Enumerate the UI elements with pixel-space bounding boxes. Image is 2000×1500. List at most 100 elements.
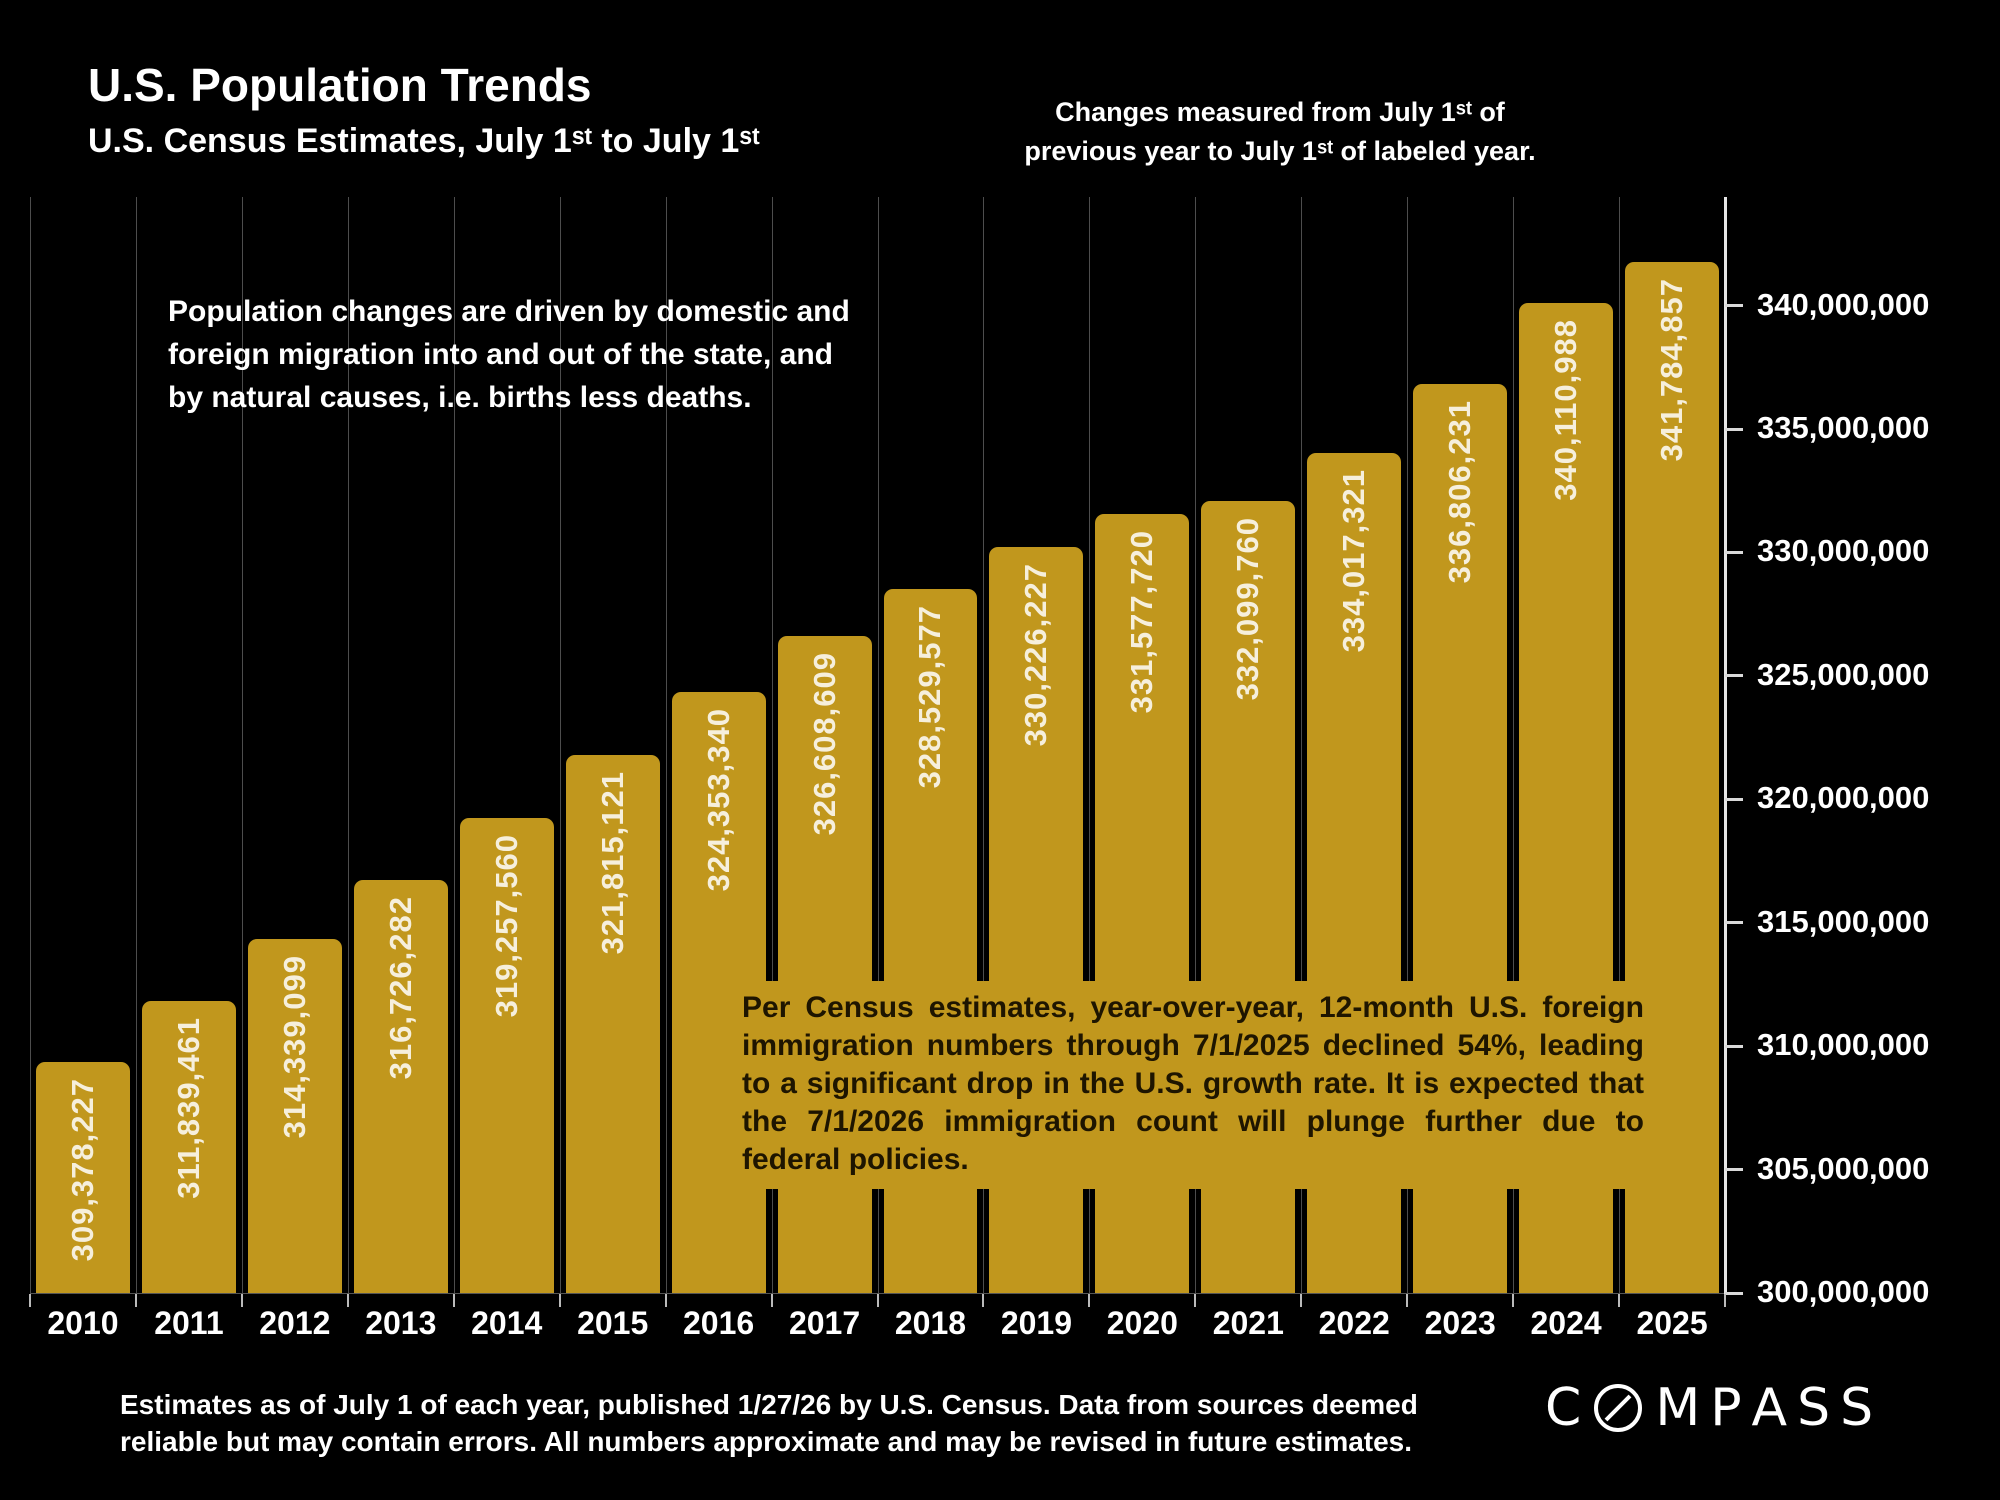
y-axis-line bbox=[1724, 197, 1727, 1294]
x-axis-year-label: 2020 bbox=[1106, 1305, 1178, 1341]
x-axis-year-label: 2025 bbox=[1636, 1305, 1708, 1341]
x-axis-tick bbox=[29, 1294, 31, 1307]
x-axis-tick bbox=[346, 1294, 349, 1307]
x-axis-tick bbox=[1406, 1294, 1409, 1307]
bar-2014: 319,257,560 bbox=[459, 817, 554, 1293]
x-axis-tick bbox=[1618, 1294, 1621, 1307]
x-axis-year-label: 2021 bbox=[1212, 1305, 1284, 1341]
x-axis-year-label: 2017 bbox=[788, 1305, 861, 1341]
footer-disclaimer-line2: reliable but may contain errors. All num… bbox=[120, 1426, 1413, 1457]
measurement-note: Changes measured from July 1ˢᵗ of previo… bbox=[1000, 93, 1560, 171]
gridline bbox=[1195, 197, 1197, 1293]
bar-2013: 316,726,282 bbox=[353, 880, 448, 1293]
y-axis-label: 305,000,000 bbox=[1757, 1150, 1930, 1186]
y-axis-tick bbox=[1725, 550, 1743, 554]
gridline bbox=[241, 197, 243, 1293]
gridline bbox=[983, 197, 985, 1293]
y-axis-tick bbox=[1725, 1168, 1743, 1172]
x-axis-tick bbox=[664, 1294, 667, 1307]
compass-logo-letter: S bbox=[1840, 1378, 1874, 1438]
annotation-immigration-note: Per Census estimates, year-over-year, 12… bbox=[728, 981, 1658, 1189]
x-axis-year-label: 2023 bbox=[1424, 1305, 1496, 1341]
gridline bbox=[135, 197, 137, 1293]
y-axis-label: 330,000,000 bbox=[1757, 533, 1930, 569]
x-axis-year-label: 2014 bbox=[471, 1305, 543, 1341]
annotation-population-drivers: Population changes are driven by domesti… bbox=[168, 290, 850, 419]
gridline bbox=[665, 197, 667, 1293]
gridline bbox=[30, 197, 31, 1293]
bar-value-label: 336,806,231 bbox=[1442, 400, 1478, 584]
x-axis-tick bbox=[240, 1294, 243, 1307]
bar-value-label: 332,099,760 bbox=[1230, 516, 1266, 701]
gridline bbox=[877, 197, 879, 1293]
bar-value-label: 330,226,227 bbox=[1018, 562, 1054, 747]
x-axis-baseline bbox=[30, 1293, 1728, 1294]
x-axis-year-label: 2015 bbox=[577, 1305, 649, 1341]
x-axis-tick bbox=[1194, 1294, 1197, 1307]
x-axis-tick bbox=[134, 1294, 137, 1307]
x-axis-year-label: 2022 bbox=[1318, 1305, 1390, 1341]
y-axis-label: 310,000,000 bbox=[1757, 1027, 1930, 1063]
y-axis-label: 340,000,000 bbox=[1757, 286, 1930, 322]
annotation-line: Population changes are driven by domesti… bbox=[168, 295, 850, 328]
x-axis-tick bbox=[1512, 1294, 1515, 1307]
x-axis-year-label: 2011 bbox=[154, 1305, 224, 1341]
y-axis-label: 320,000,000 bbox=[1757, 780, 1930, 816]
bar-2012: 314,339,099 bbox=[247, 939, 342, 1293]
bar-value-label: 340,110,988 bbox=[1548, 318, 1584, 501]
bar-value-label: 326,608,609 bbox=[806, 652, 842, 836]
gridline bbox=[771, 197, 773, 1293]
x-axis-tick bbox=[1724, 1294, 1726, 1307]
bar-value-label: 309,378,227 bbox=[64, 1077, 100, 1261]
x-axis-year-label: 2018 bbox=[894, 1305, 967, 1341]
x-axis-tick bbox=[558, 1294, 561, 1307]
y-axis-tick bbox=[1725, 921, 1743, 925]
gridline bbox=[453, 197, 455, 1293]
x-axis-tick bbox=[1088, 1294, 1091, 1307]
y-axis-tick bbox=[1725, 797, 1743, 801]
gridline bbox=[1619, 197, 1621, 1293]
bar-value-label: 331,577,720 bbox=[1124, 529, 1160, 713]
compass-logo-letter: S bbox=[1797, 1378, 1831, 1438]
gridline bbox=[347, 197, 349, 1293]
x-axis-year-label: 2019 bbox=[1000, 1305, 1072, 1341]
x-axis-year-label: 2012 bbox=[259, 1305, 331, 1341]
measurement-note-line1: Changes measured from July 1ˢᵗ of bbox=[1055, 97, 1505, 127]
compass-logo-letter: A bbox=[1751, 1378, 1788, 1438]
compass-logo-letter: M bbox=[1655, 1378, 1701, 1438]
x-axis-tick bbox=[770, 1294, 773, 1307]
gridline bbox=[559, 197, 561, 1293]
gridline bbox=[1407, 197, 1409, 1293]
x-axis-tick bbox=[982, 1294, 985, 1307]
x-axis-tick bbox=[1300, 1294, 1303, 1307]
bar-value-label: 328,529,577 bbox=[912, 604, 948, 789]
bar-value-label: 316,726,282 bbox=[382, 896, 418, 1080]
bar-value-label: 321,815,121 bbox=[594, 770, 630, 954]
footer-disclaimer-line1: Estimates as of July 1 of each year, pub… bbox=[120, 1389, 1418, 1420]
annotation-line: by natural causes, i.e. births less deat… bbox=[168, 381, 752, 414]
page-subtitle: U.S. Census Estimates, July 1ˢᵗ to July … bbox=[88, 122, 760, 160]
bar-2011: 311,839,461 bbox=[141, 1000, 236, 1293]
y-axis-label: 315,000,000 bbox=[1757, 903, 1930, 939]
y-axis-tick bbox=[1725, 1291, 1743, 1295]
bar-value-label: 334,017,321 bbox=[1336, 469, 1372, 653]
bar-value-label: 341,784,857 bbox=[1654, 277, 1690, 461]
y-axis-tick bbox=[1725, 1044, 1743, 1048]
x-axis-year-label: 2024 bbox=[1530, 1305, 1602, 1341]
y-axis-tick bbox=[1725, 427, 1743, 431]
x-axis-tick bbox=[452, 1294, 455, 1307]
y-axis-label: 325,000,000 bbox=[1757, 656, 1930, 692]
y-axis-tick bbox=[1725, 304, 1743, 308]
gridline bbox=[1513, 197, 1515, 1293]
compass-needle-o-icon bbox=[1594, 1384, 1643, 1432]
chart-plot-area: 309,378,227 311,839,461 314,339,099 316,726… bbox=[29, 197, 1929, 1309]
annotation-line: foreign migration into and out of the st… bbox=[168, 338, 833, 371]
compass-logo-letter: P bbox=[1710, 1378, 1742, 1438]
bar-value-label: 324,353,340 bbox=[700, 707, 736, 892]
y-axis-label: 335,000,000 bbox=[1757, 410, 1930, 446]
x-axis-year-label: 2010 bbox=[47, 1305, 119, 1341]
x-axis-tick bbox=[876, 1294, 879, 1307]
bar-2017: 326,608,609 bbox=[777, 636, 872, 1293]
